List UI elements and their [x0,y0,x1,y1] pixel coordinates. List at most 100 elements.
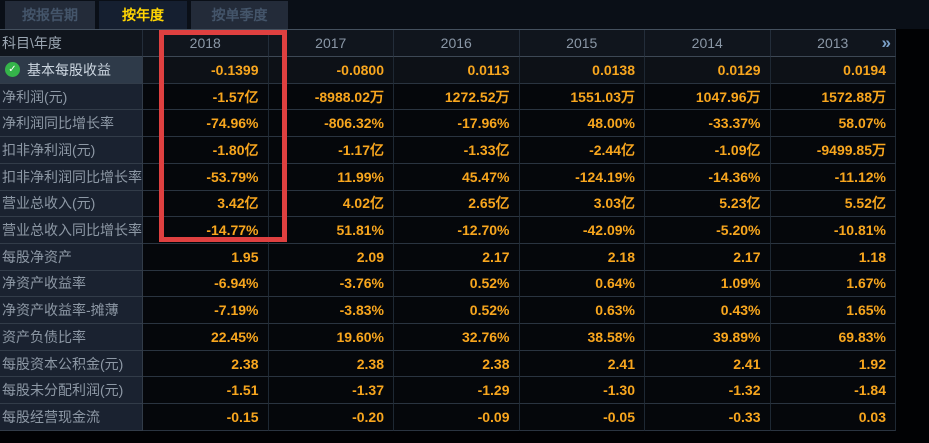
year-header-2017: 2017 [268,30,394,57]
metric-label-cell[interactable]: 每股资本公积金(元) [0,350,143,378]
value-cell: -1.37 [268,377,394,405]
value-cell: -14.36% [645,163,771,191]
value-cell: 0.52% [394,270,520,298]
value-cell: -1.17亿 [268,137,394,164]
metric-label: 扣非净利润同比增长率 [2,168,142,185]
value-cell: -806.32% [268,110,394,138]
value-cell: 69.83% [770,324,896,351]
value-cell: 0.03 [770,404,896,431]
metric-label: 每股经营现金流 [2,408,100,425]
metric-label-cell[interactable]: 每股净资产 [0,243,143,271]
table-row: 资产负债比率 22.45% 19.60% 32.76% 38.58% 39.89% 69.8… [0,324,896,351]
corner-header: 科目\年度 [0,30,143,57]
value-cell: 2.18 [519,243,645,271]
year-header-2014: 2014 [645,30,771,57]
metric-label-cell[interactable]: 净利润(元) [0,83,143,111]
table-row: 净利润(元) -1.57亿 -8988.02万 1272.52万 1551.03万 104… [0,83,896,111]
table-row: 净利润同比增长率 -74.96% -806.32% -17.96% 48.00% -33.… [0,110,896,138]
value-cell: 2.17 [645,243,771,271]
value-cell: 2.41 [519,350,645,378]
value-cell: 1.67% [770,270,896,298]
metric-label-cell[interactable]: 每股经营现金流 [0,404,143,431]
value-cell: 2.41 [645,350,771,378]
metric-label-cell[interactable]: 净利润同比增长率 [0,110,143,138]
value-cell: -0.15 [143,404,269,431]
value-cell: 51.81% [268,217,394,244]
value-cell: 1551.03万 [519,83,645,111]
metric-label-cell[interactable]: ✓ 基本每股收益 [0,57,143,84]
value-cell: -124.19% [519,163,645,191]
value-cell: -0.0800 [268,57,394,84]
value-cell: 39.89% [645,324,771,351]
table-row: 净资产收益率 -6.94% -3.76% 0.52% 0.64% 1.09% 1.67% [0,270,896,298]
value-cell: 2.65亿 [394,190,520,218]
value-cell: 2.17 [394,243,520,271]
value-cell: 0.52% [394,297,520,325]
metric-label: 营业总收入同比增长率 [2,222,142,239]
metric-label-cell[interactable]: 资产负债比率 [0,324,143,351]
tab-quarterly[interactable]: 按单季度 [191,1,288,29]
value-cell: -7.19% [143,297,269,325]
value-cell: 48.00% [519,110,645,138]
metric-label-cell[interactable]: 扣非净利润(元) [0,137,143,164]
value-cell: 0.0129 [645,57,771,84]
table-row: 营业总收入(元) 3.42亿 4.02亿 2.65亿 3.03亿 5.23亿 5.52亿 [0,190,896,218]
value-cell: -1.09亿 [645,137,771,164]
table-row: 营业总收入同比增长率 -14.77% 51.81% -12.70% -42.09% -5.… [0,217,896,244]
value-cell: 5.23亿 [645,190,771,218]
metric-label-cell[interactable]: 营业总收入同比增长率 [0,217,143,244]
value-cell: 3.03亿 [519,190,645,218]
metric-label: 净利润(元) [2,88,68,105]
value-cell: 45.47% [394,163,520,191]
value-cell: 58.07% [770,110,896,138]
value-cell: -6.94% [143,270,269,298]
value-cell: -3.83% [268,297,394,325]
financial-table: 科目\年度 2018 2017 2016 2015 2014 2013 » ✓ 基… [0,29,896,431]
table-row: ✓ 基本每股收益 -0.1399 -0.0800 0.0113 0.0138 0.0129 0… [0,57,896,84]
value-cell: -10.81% [770,217,896,244]
metric-label-cell[interactable]: 营业总收入(元) [0,190,143,218]
value-cell: 22.45% [143,324,269,351]
value-cell: -1.30 [519,377,645,405]
metric-label-cell[interactable]: 每股未分配利润(元) [0,377,143,405]
value-cell: 11.99% [268,163,394,191]
metric-label: 基本每股收益 [27,61,111,78]
value-cell: -42.09% [519,217,645,244]
value-cell: 32.76% [394,324,520,351]
value-cell: -0.09 [394,404,520,431]
value-cell: -33.37% [645,110,771,138]
metric-label-cell[interactable]: 扣非净利润同比增长率 [0,163,143,191]
year-header-label: 2013 [817,35,849,51]
value-cell: 1572.88万 [770,83,896,111]
metric-label-cell[interactable]: 净资产收益率 [0,270,143,298]
tab-yearly[interactable]: 按年度 [99,1,187,29]
year-header-2018: 2018 [143,30,269,57]
table-row: 每股资本公积金(元) 2.38 2.38 2.38 2.41 2.41 1.92 [0,350,896,378]
value-cell: -0.33 [645,404,771,431]
metric-label: 扣非净利润(元) [2,141,96,158]
value-cell: -17.96% [394,110,520,138]
value-cell: 0.0113 [394,57,520,84]
value-cell: -1.29 [394,377,520,405]
year-header-2015: 2015 [519,30,645,57]
value-cell: -74.96% [143,110,269,138]
metric-label-cell[interactable]: 净资产收益率-摊薄 [0,297,143,325]
value-cell: 2.38 [268,350,394,378]
value-cell: 4.02亿 [268,190,394,218]
value-cell: -0.20 [268,404,394,431]
metric-label: 每股净资产 [2,248,72,265]
tab-report-period[interactable]: 按报告期 [5,1,95,29]
value-cell: -14.77% [143,217,269,244]
more-years-icon[interactable]: » [881,33,892,52]
table-header-row: 科目\年度 2018 2017 2016 2015 2014 2013 » [0,30,896,57]
value-cell: -1.80亿 [143,137,269,164]
table-row: 每股经营现金流 -0.15 -0.20 -0.09 -0.05 -0.33 0.03 [0,404,896,431]
value-cell: -53.79% [143,163,269,191]
table-row: 扣非净利润同比增长率 -53.79% 11.99% 45.47% -124.19% -14… [0,163,896,191]
year-header-2013: 2013 » [770,30,896,57]
value-cell: 2.38 [143,350,269,378]
value-cell: 0.64% [519,270,645,298]
value-cell: 1047.96万 [645,83,771,111]
check-icon: ✓ [5,62,20,78]
